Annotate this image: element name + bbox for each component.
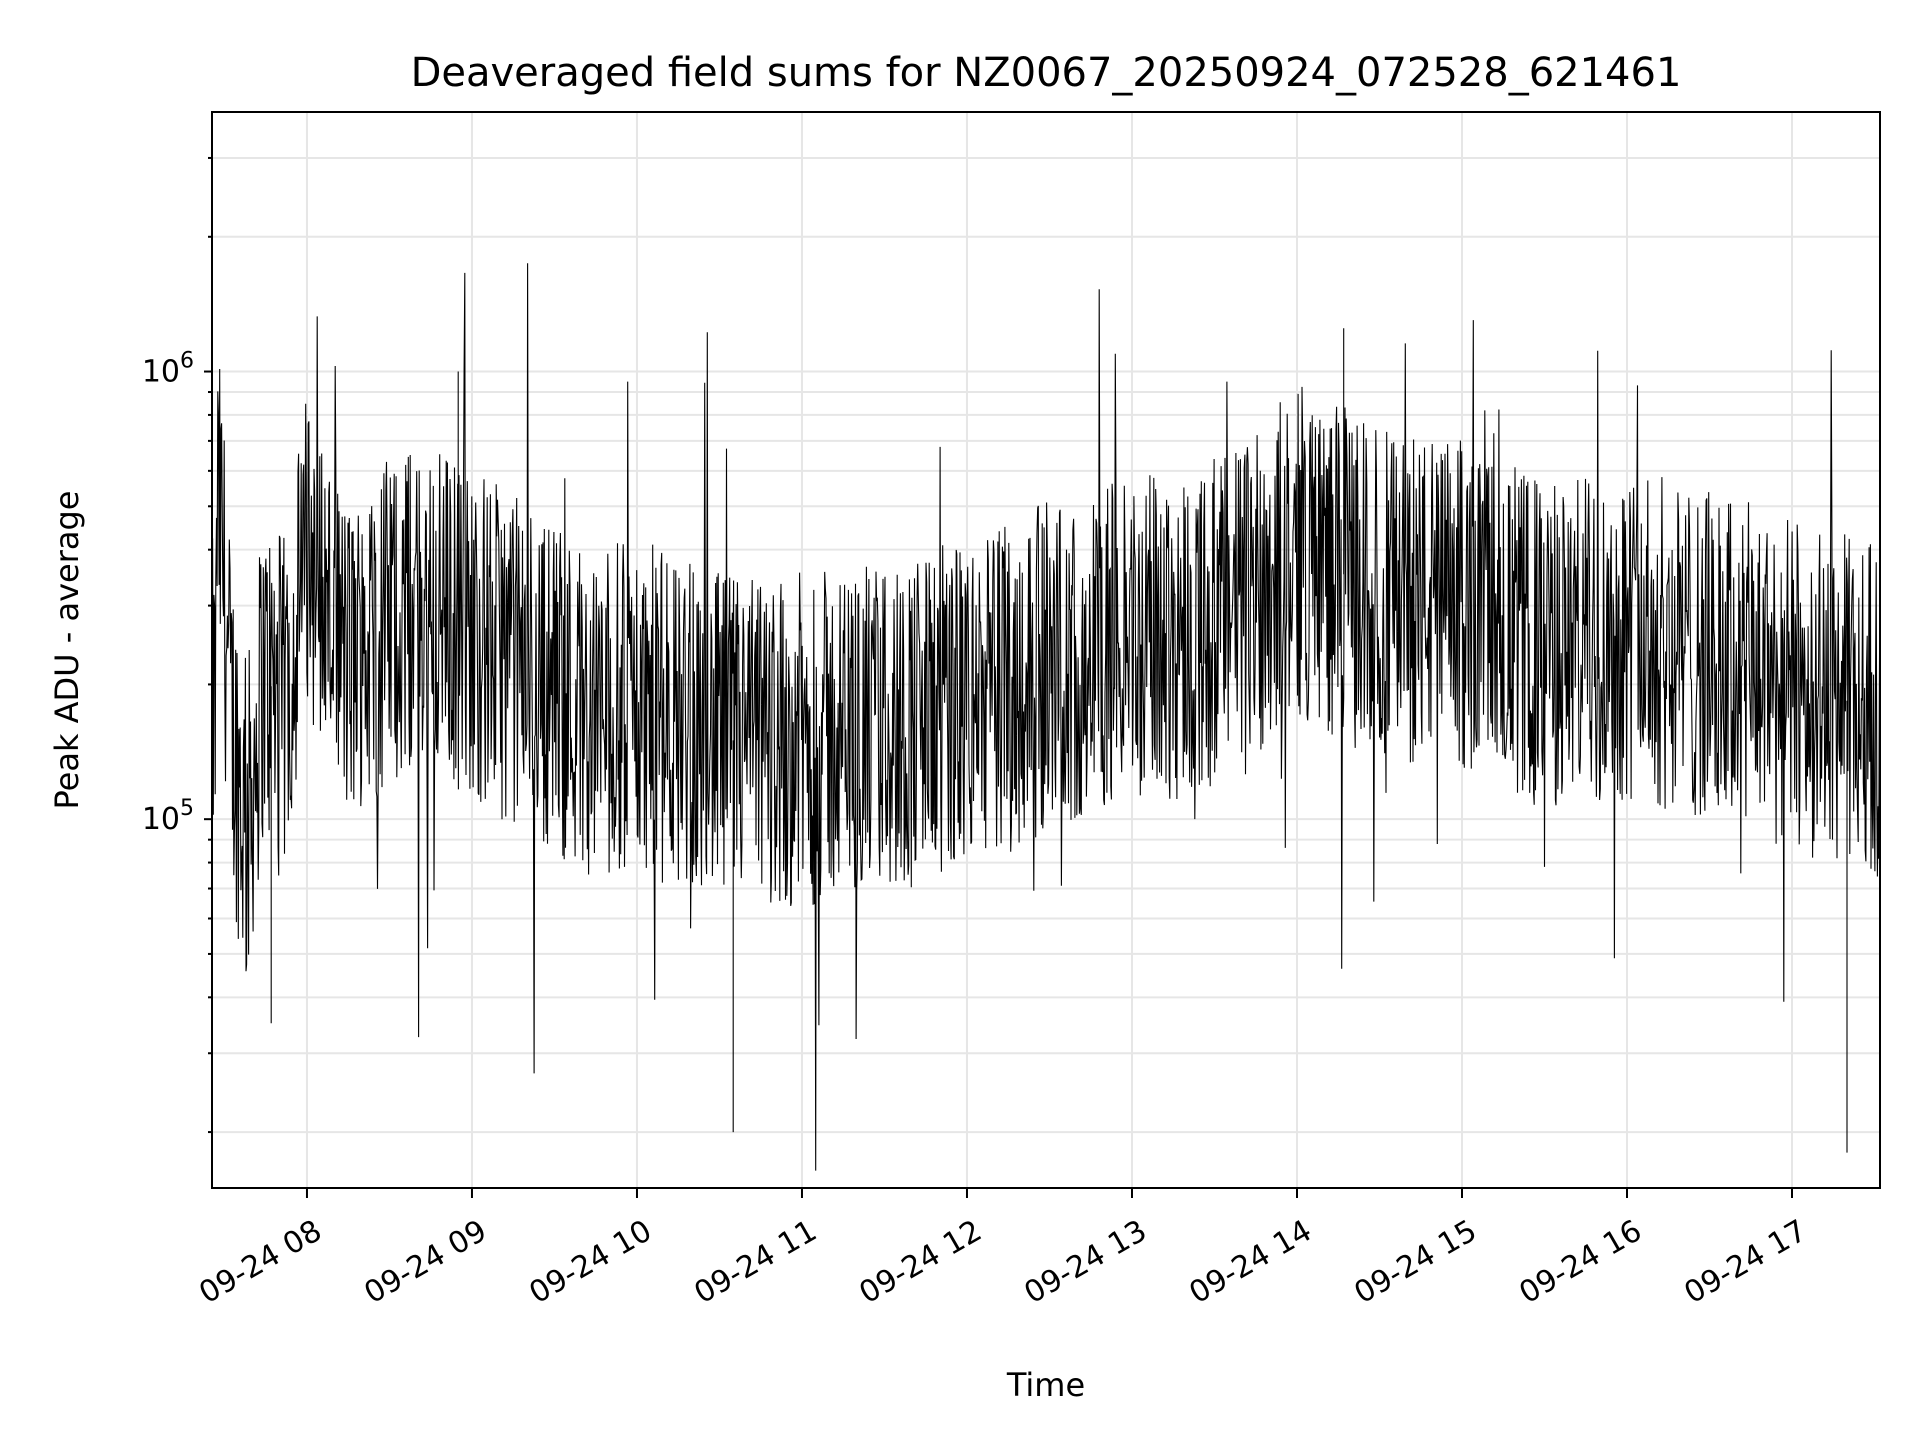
y-axis: 105 106 <box>142 156 212 1134</box>
axes-frame <box>211 111 1881 1189</box>
y-axis-label: Peak ADU - average <box>48 491 86 810</box>
y-tick-label: 105 <box>142 796 194 837</box>
y-tick-label: 106 <box>142 349 194 390</box>
x-axis-label: Time <box>1006 1366 1085 1404</box>
chart-title: Deaveraged field sums for NZ0067_2025092… <box>411 50 1682 96</box>
